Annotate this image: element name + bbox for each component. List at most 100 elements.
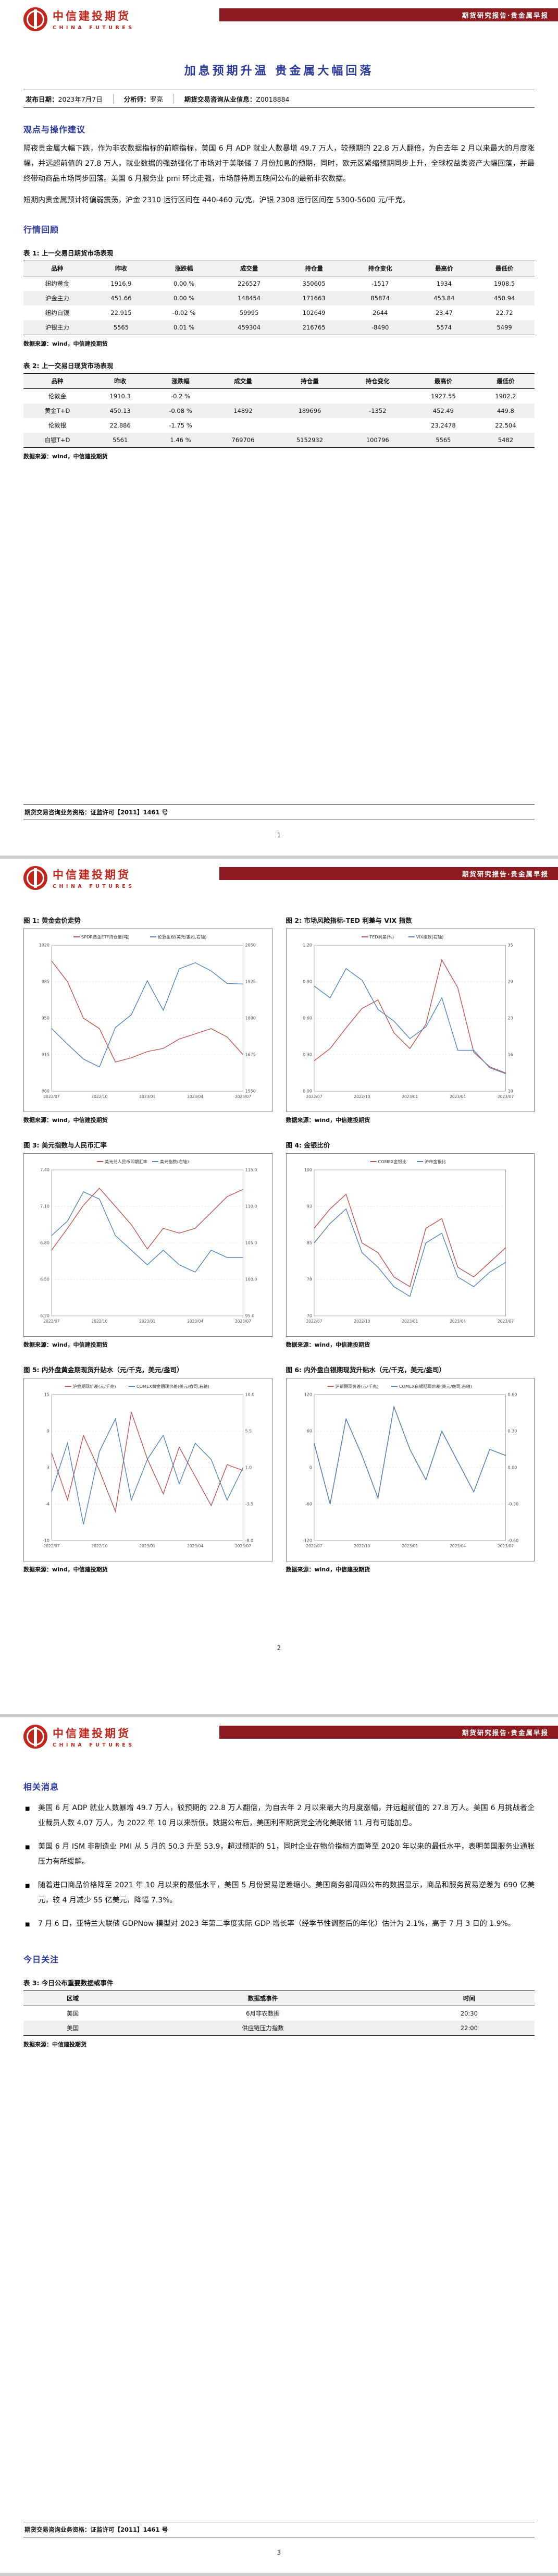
svg-text:-3.5: -3.5 — [245, 1502, 254, 1507]
svg-text:950: 950 — [42, 1016, 49, 1021]
table-cell: 148454 — [238, 295, 261, 302]
column-header: 最低价 — [474, 261, 535, 276]
table-cell: 纽约白银 — [45, 309, 69, 316]
section-heading-focus: 今日关注 — [23, 1955, 59, 1964]
svg-text:23: 23 — [507, 1016, 513, 1021]
license-footer: 期货交易咨询业务资格：证监许可【2011】1461 号 — [23, 2522, 535, 2537]
svg-text:-4: -4 — [45, 1502, 49, 1507]
table-header-row: 品种 昨收 涨跌幅 成交量 持仓量 持仓变化 最高价 最低价 — [23, 373, 535, 389]
figure-3-title: 图 3: 美元指数与人民币汇率 — [23, 1141, 107, 1149]
svg-text:2023/04: 2023/04 — [187, 1319, 203, 1324]
brand-name-cn: 中信建投期货 — [53, 10, 131, 22]
table-cell: 216765 — [302, 324, 326, 331]
figure-4-chart: 100 93 85 78 70 2022/07 2022/10 2023/01 2023/04 2… — [286, 1153, 535, 1337]
brand-name-cn: 中信建投期货 — [53, 1727, 131, 1740]
svg-text:100: 100 — [304, 1168, 312, 1173]
svg-text:2023/01: 2023/01 — [139, 1544, 155, 1548]
table-cell: -8490 — [371, 324, 389, 331]
svg-text:2023/07: 2023/07 — [235, 1319, 251, 1324]
brand-text: 中信建投期货 CHINA FUTURES — [53, 866, 135, 889]
svg-text:15: 15 — [44, 1393, 49, 1397]
svg-text:2023/01: 2023/01 — [402, 1094, 418, 1099]
figure-5-source: 数据来源：wind，中信建投期货 — [23, 1566, 108, 1573]
svg-text:16: 16 — [507, 1053, 513, 1057]
column-header: 成交量 — [216, 261, 282, 276]
section-heading-review: 行情回顾 — [23, 225, 59, 235]
svg-text:0.30: 0.30 — [507, 1429, 517, 1434]
column-header: 涨跌幅 — [151, 261, 217, 276]
svg-text:沪银期现价差(元/千克): 沪银期现价差(元/千克) — [335, 1384, 378, 1389]
table-cell: 伦敦金 — [48, 393, 67, 400]
svg-text:0: 0 — [309, 1466, 312, 1470]
table-cell: 5152932 — [296, 436, 324, 444]
svg-text:-0.30: -0.30 — [507, 1502, 518, 1507]
page-header: 中信建投期货 CHINA FUTURES — [23, 0, 535, 48]
news-item: 美国 6 月 ADP 就业人数暴增 49.7 万人，较预期的 22.8 万人翻倍… — [23, 1801, 535, 1831]
table-cell: 769706 — [231, 436, 255, 444]
table-cell: 20:30 — [460, 2010, 478, 2017]
figure-3-source: 数据来源：wind，中信建投期货 — [23, 1341, 108, 1348]
svg-text:2022/10: 2022/10 — [91, 1544, 107, 1548]
table-cell: 459304 — [238, 324, 261, 331]
table-cell: 2644 — [373, 309, 388, 316]
svg-text:5.5: 5.5 — [245, 1429, 252, 1434]
svg-text:COMEX黄金期现价差(美元/盎司,右轴): COMEX黄金期现价差(美元/盎司,右轴) — [137, 1384, 209, 1389]
figure-6-chart: 120 0.60 60 0.30 0 0.00 -60 -0.30 -120 -0.60 2022/… — [286, 1378, 535, 1561]
table-cell: -1.75 % — [169, 422, 192, 429]
svg-text:880: 880 — [42, 1089, 49, 1094]
certification: 期货交易咨询从业信息：Z0018884 — [173, 94, 300, 104]
figure-2: 图 2: 市场风险指标-TED 利差与 VIX 指数 1.20 35 0.90 29 0… — [286, 915, 535, 1124]
svg-text:10: 10 — [507, 1089, 513, 1094]
table-cell: 22.72 — [495, 309, 513, 316]
table-cell: 22.886 — [109, 422, 131, 429]
svg-text:0.00: 0.00 — [303, 1089, 312, 1094]
table-cell: 白银T+D — [44, 436, 70, 444]
svg-text:1925: 1925 — [245, 980, 256, 984]
news-item: 美国 6 月 ISM 非制造业 PMI 从 5 月的 50.3 升至 53.9，… — [23, 1839, 535, 1870]
svg-text:2023/07: 2023/07 — [235, 1544, 251, 1548]
svg-text:2022/10: 2022/10 — [354, 1544, 370, 1548]
figure-5-title: 图 5: 内外盘黄金期现货升贴水（元/千克，美元/盎司） — [23, 1366, 183, 1374]
column-header: 时间 — [403, 1991, 535, 2006]
svg-text:2050: 2050 — [245, 943, 256, 948]
svg-text:1550: 1550 — [245, 1089, 256, 1094]
svg-text:-8.0: -8.0 — [245, 1539, 254, 1543]
svg-text:1.20: 1.20 — [303, 943, 312, 948]
table-cell: 6月非农数据 — [246, 2010, 280, 2017]
futures-market-table: 品种 昨收 涨跌幅 成交量 持仓量 持仓变化 最高价 最低价 纽约黄金 1916.9 0.00 % 2… — [23, 261, 535, 335]
svg-text:2023/01: 2023/01 — [139, 1319, 155, 1324]
analyst-value: 罗亮 — [150, 95, 163, 103]
table-cell: 189696 — [298, 407, 321, 414]
analyst: 分析师：罗亮 — [113, 94, 173, 104]
page-number-1: 1 — [277, 832, 281, 839]
svg-text:0.60: 0.60 — [507, 1393, 517, 1397]
table-cell: 美国 — [67, 2010, 79, 2017]
svg-text:115.0: 115.0 — [245, 1168, 257, 1173]
svg-text:2023/07: 2023/07 — [498, 1319, 514, 1324]
table-header-row: 区域 数据或事件 时间 — [23, 1991, 535, 2006]
page-header: 中信建投期货 CHINA FUTURES — [23, 1717, 535, 1765]
svg-text:1800: 1800 — [245, 1016, 256, 1021]
column-header: 品种 — [23, 373, 92, 389]
brand-logo: 中信建投期货 CHINA FUTURES — [23, 1725, 135, 1749]
column-header: 最高价 — [414, 261, 475, 276]
table-cell: -0.08 % — [169, 407, 192, 414]
table-cell: 22.504 — [495, 422, 516, 429]
figure-1-title: 图 1: 黄金金价走势 — [23, 917, 81, 924]
table-cell: 14892 — [233, 407, 253, 414]
page-3: 期货研究报告·贵金属早报 中信建投期货 CHINA FUTURES 相关消息 美… — [0, 1717, 558, 2573]
svg-text:2023/07: 2023/07 — [235, 1094, 251, 1099]
page-2: 期货研究报告·贵金属早报 中信建投期货 CHINA FUTURES 图 1: 黄… — [0, 859, 558, 1714]
page-header: 中信建投期货 CHINA FUTURES — [23, 859, 535, 907]
table2-caption: 表 2: 上一交易日现货市场表现 — [23, 362, 114, 370]
svg-text:85: 85 — [306, 1241, 312, 1246]
column-header: 持仓量 — [274, 373, 345, 389]
table-cell: 纽约黄金 — [45, 280, 69, 287]
svg-text:2023/01: 2023/01 — [402, 1544, 418, 1548]
svg-text:10.0: 10.0 — [245, 1393, 255, 1397]
table-cell: -1352 — [369, 407, 387, 414]
svg-text:1.0: 1.0 — [245, 1466, 252, 1470]
svg-text:2023/07: 2023/07 — [498, 1094, 514, 1099]
svg-text:9: 9 — [47, 1429, 49, 1434]
section-heading-views: 观点与操作建议 — [23, 125, 86, 135]
